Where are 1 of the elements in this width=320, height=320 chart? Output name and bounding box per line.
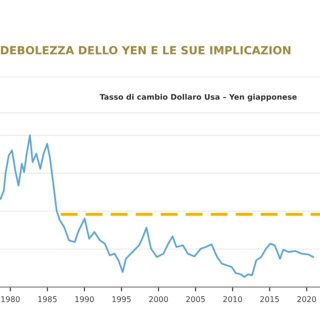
chart-title: DEBOLEZZA DELLO YEN E LE SUE IMPLICAZION: [1, 46, 290, 54]
